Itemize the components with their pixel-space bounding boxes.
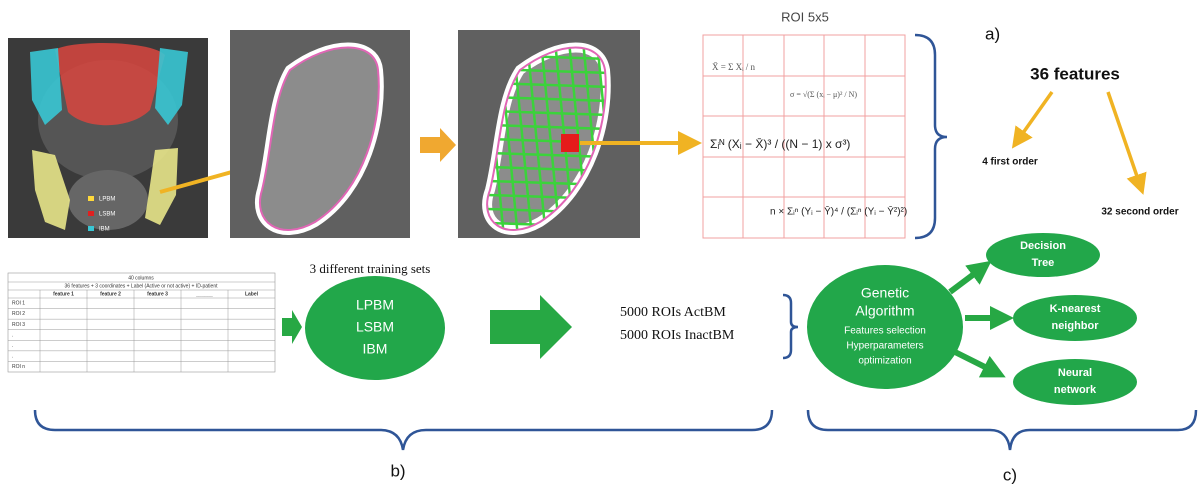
legend-label: IBM — [99, 227, 110, 233]
panel-label: b) — [390, 461, 405, 480]
model-label: Neural — [1058, 367, 1092, 379]
ct-grid — [458, 30, 640, 242]
features-title: 36 features — [1030, 64, 1120, 83]
algorithm-detail: optimization — [858, 356, 911, 367]
algorithm-title: Algorithm — [855, 303, 914, 319]
algorithm-title: Genetic — [861, 285, 909, 301]
table-header: feature 3 — [147, 291, 168, 297]
training-title: 3 different training sets — [310, 261, 431, 276]
bracket — [35, 410, 772, 450]
training-set: LSBM — [356, 319, 394, 335]
table-row-label: ROI 3 — [12, 322, 25, 328]
formula: Σᵢᴺ (Xᵢ − X̄)³ / ((N − 1) x σ³) — [710, 137, 850, 151]
table-row-label: ROI 2 — [12, 311, 25, 317]
arrow — [950, 268, 982, 292]
feature-table: 40 columns 36 features + 3 coordinates +… — [8, 273, 275, 372]
bracket — [808, 410, 1196, 450]
table-row-label: . — [12, 332, 13, 338]
algorithm-detail: Features selection — [844, 326, 926, 337]
arrow — [955, 352, 995, 372]
arrow — [282, 310, 302, 344]
legend-label: LPBM — [99, 197, 115, 203]
table-title: 40 columns — [128, 275, 154, 281]
table-header: feature 1 — [53, 291, 74, 297]
model-ellipse — [1013, 295, 1137, 341]
table-row-label: . — [12, 353, 13, 359]
table-header: ______ — [195, 291, 213, 297]
table-row-label: . — [12, 343, 13, 349]
training-set: IBM — [363, 341, 388, 357]
diagram: LPBM LSBM IBM ROI 5x5 X̄ = Σ Xᵢ / n σ = … — [0, 0, 1200, 488]
first-order: 4 first order — [982, 157, 1038, 168]
arrow — [1018, 92, 1052, 140]
ct-crop — [230, 30, 410, 238]
table-row-label: ROI 1 — [12, 301, 25, 307]
arrow — [490, 295, 572, 359]
formula: σ = √(Σ (xᵢ − μ)² / N) — [790, 90, 857, 99]
formula: n × Σᵢⁿ (Yᵢ − Ȳ)⁴ / (Σᵢⁿ (Yᵢ − Ȳ²)²) — [770, 206, 907, 218]
roi-count: 5000 ROIs ActBM — [620, 305, 726, 320]
roi-title: ROI 5x5 — [781, 9, 829, 24]
model-label: neighbor — [1051, 320, 1099, 332]
algorithm-detail: Hyperparameters — [846, 341, 923, 352]
bracket — [783, 295, 798, 358]
model-label: Decision — [1020, 240, 1066, 252]
bracket — [915, 35, 947, 238]
second-order: 32 second order — [1101, 207, 1178, 218]
panel-label: a) — [985, 24, 1000, 43]
training-set: LPBM — [356, 297, 394, 313]
ct-scan: LPBM LSBM IBM — [8, 38, 208, 238]
model-ellipse — [1013, 359, 1137, 405]
model-label: Tree — [1032, 257, 1055, 269]
model-label: K-nearest — [1050, 303, 1101, 315]
model-label: network — [1054, 384, 1097, 396]
roi-count: 5000 ROIs InactBM — [620, 328, 735, 343]
table-subtitle: 36 features + 3 coordinates + Label (Act… — [64, 283, 218, 289]
table-header: Label — [245, 291, 259, 297]
panel-label: c) — [1003, 465, 1017, 484]
table-row-label: ROI n — [12, 364, 25, 370]
table-header: feature 2 — [100, 291, 121, 297]
arrow — [1108, 92, 1140, 185]
formula: X̄ = Σ Xᵢ / n — [712, 62, 756, 72]
arrow — [420, 128, 456, 162]
legend-label: LSBM — [99, 212, 115, 218]
